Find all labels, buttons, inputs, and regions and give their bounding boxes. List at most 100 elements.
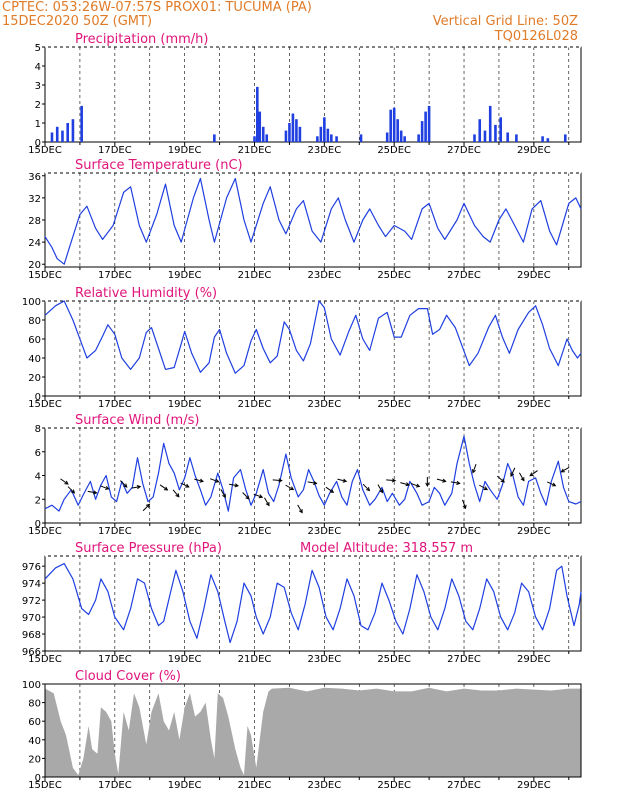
wind-arrow-head: [342, 478, 348, 483]
precip-bar: [389, 109, 392, 142]
wind-arrow: [547, 481, 557, 487]
precip-ytick-label: 2: [35, 100, 41, 111]
wind-frame: [44, 427, 582, 524]
rh-ytick-label: 0: [35, 392, 41, 403]
wind-arrow: [229, 483, 240, 488]
wind-xtick-label: 23DEC: [307, 526, 341, 537]
precip-ytick-label: 0: [35, 138, 41, 149]
wind-arrow: [172, 489, 180, 498]
wind-arrow-head: [471, 469, 476, 474]
precip-bar: [515, 134, 518, 142]
wind-arrow: [272, 478, 283, 483]
wind-arrow-shaft: [518, 472, 525, 481]
wind-arrow: [99, 485, 110, 490]
temp-xtick-label: 27DEC: [447, 270, 481, 281]
rh-xtick-label: 17DEC: [98, 399, 132, 410]
precip-bar: [506, 132, 509, 142]
cloud-cover-area: [45, 687, 581, 777]
wind-arrow: [131, 485, 142, 490]
wind-arrow-shaft: [87, 490, 97, 494]
precip-ytick-label: 3: [35, 81, 41, 92]
wind-arrow: [560, 466, 570, 473]
wind-arrow-shaft: [510, 467, 516, 477]
wind-arrow: [425, 476, 430, 487]
wind-arrow-shaft: [479, 484, 488, 491]
wind-series-line: [44, 435, 582, 512]
wind-arrow-head: [379, 488, 383, 494]
wind-arrow-shaft: [142, 504, 150, 512]
cloud-xtick-label: 17DEC: [98, 780, 132, 791]
precip-bar: [288, 123, 291, 142]
wind-arrow-head: [278, 478, 283, 483]
precip-bar: [473, 134, 476, 142]
precip-bar: [499, 117, 502, 142]
precip-bar: [483, 130, 487, 142]
wind-arrow-head: [222, 493, 226, 499]
wind-arrow-shaft: [307, 481, 317, 484]
precip-bar: [258, 111, 262, 142]
wind-arrow-head: [483, 486, 489, 491]
wind-arrow-head: [462, 504, 467, 510]
pressure-subtitle: Model Altitude: 318.557 m: [300, 541, 473, 556]
rh-xtick-label: 27DEC: [447, 399, 481, 410]
wind-arrow-head: [123, 483, 128, 488]
pressure-xtick-label: 29DEC: [517, 654, 551, 665]
wind-arrow-head: [145, 503, 151, 508]
wind-arrow: [242, 492, 250, 500]
wind-arrow-head: [105, 485, 110, 490]
wind-arrow: [462, 499, 467, 510]
wind-ytick-label: 4: [35, 472, 41, 483]
wind-arrow-head: [560, 468, 565, 473]
cloud-ytick-label: 20: [28, 754, 41, 765]
precip-bar: [61, 130, 64, 142]
wind-xtick-label: 19DEC: [168, 526, 202, 537]
pressure-frame: [44, 555, 582, 652]
wind-arrow: [471, 463, 477, 474]
wind-arrow: [209, 478, 220, 483]
wind-arrow-shaft: [462, 499, 467, 509]
wind-arrow-shaft: [264, 497, 270, 506]
wind-arrow: [400, 482, 411, 487]
precip-bar: [213, 134, 216, 142]
wind-arrow: [297, 504, 303, 514]
precip-bar: [546, 138, 550, 142]
precip-bar: [253, 136, 256, 142]
temp-ytick-label: 20: [28, 260, 41, 271]
wind-arrow-shaft: [253, 493, 263, 498]
wind-arrow-head: [298, 509, 303, 514]
precip-bar: [50, 132, 54, 142]
pressure-ytick-label: 974: [22, 579, 41, 590]
wind-arrow-head: [185, 483, 190, 488]
wind-arrow: [518, 472, 525, 482]
temp-xtick-label: 21DEC: [238, 270, 272, 281]
header-run-date: 15DEC2020 50Z (GMT): [2, 14, 152, 29]
precip-bar: [80, 105, 83, 142]
cloud-panel: 0 20 40 60 80 100 15DEC 17DEC 19DEC 21DEC 23DEC 25D…: [22, 669, 582, 791]
pressure-ytick-label: 970: [22, 613, 41, 624]
wind-arrow-shaft: [67, 486, 75, 494]
wind-arrow: [159, 484, 169, 491]
precip-bar: [478, 119, 482, 142]
precip-xtick-label: 15DEC: [28, 145, 62, 156]
rh-xtick-label: 21DEC: [238, 399, 272, 410]
wind-title: Surface Wind (m/s): [75, 413, 199, 428]
precip-bar: [424, 111, 427, 142]
cloud-xtick-label: 27DEC: [447, 780, 481, 791]
precip-title: Precipitation (mm/h): [75, 32, 208, 47]
wind-ytick-label: 2: [35, 495, 41, 506]
wind-arrow-shaft: [386, 479, 396, 482]
temp-ytick-label: 28: [28, 216, 41, 227]
wind-arrow-shaft: [547, 481, 556, 487]
rh-xtick-label: 29DEC: [517, 399, 551, 410]
precip-bar: [298, 126, 302, 142]
precip-bar: [265, 134, 269, 142]
cloud-ytick-label: 0: [35, 773, 41, 784]
wind-arrow-head: [456, 480, 461, 485]
temp-title: Surface Temperature (nC): [75, 158, 243, 173]
rh-xtick-label: 19DEC: [168, 399, 202, 410]
wind-arrow-shaft: [410, 482, 420, 488]
precip-bar: [284, 130, 288, 142]
pressure-xtick-label: 15DEC: [28, 654, 62, 665]
wind-panel: 0 2 4 6 8 15DEC 17DEC 19DEC 21DEC 23DEC 25DEC 27DEC…: [28, 413, 582, 537]
